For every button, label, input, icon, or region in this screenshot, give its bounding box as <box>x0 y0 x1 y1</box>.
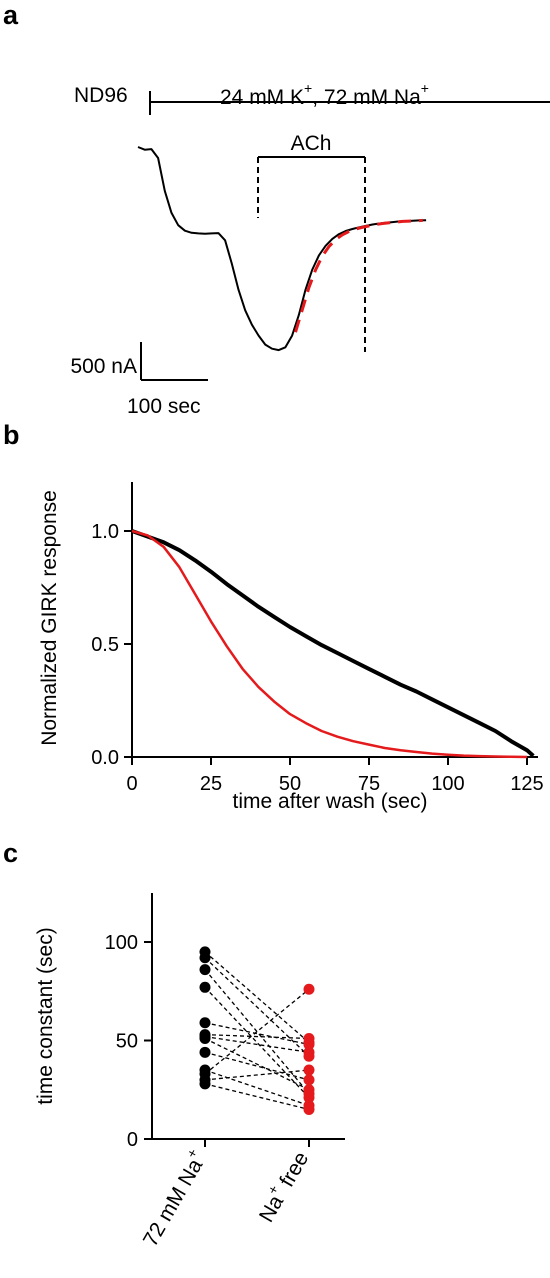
panel-c-letter: c <box>3 838 18 868</box>
b-x-tick-label: 0 <box>126 773 137 795</box>
c-pair-line <box>204 1051 310 1081</box>
c-point-na-free <box>303 1092 315 1104</box>
c-point-na-free <box>303 1074 315 1086</box>
c-point-72mm-na <box>199 964 211 976</box>
c-point-72mm-na <box>199 1046 211 1058</box>
c-y-tick-label: 0 <box>127 1129 138 1151</box>
solution-high-k-label: 24 mM K+, 72 mM Na+ <box>220 80 429 109</box>
c-y-tick-label: 100 <box>105 932 138 954</box>
panel-b-letter: b <box>3 420 20 450</box>
b-x-tick-label: 75 <box>358 773 380 795</box>
c-pair-line <box>204 1069 310 1081</box>
b-x-axis-title: time after wash (sec) <box>233 790 428 813</box>
c-category-label-na-free: Na+ free <box>251 1146 314 1227</box>
c-pair-line <box>204 1083 310 1111</box>
c-y-tick-label: 50 <box>116 1031 138 1053</box>
c-point-72mm-na <box>199 1033 211 1045</box>
exponential-fit-line <box>294 218 423 333</box>
c-pair-line <box>204 986 310 1099</box>
c-point-72mm-na <box>199 1078 211 1090</box>
scale-bar-current-label: 500 nA <box>70 355 137 378</box>
c-point-na-free <box>303 1038 315 1050</box>
b-x-tick-label: 125 <box>510 773 543 795</box>
b-series-72mm-na-line <box>131 529 535 758</box>
panel-b: 0 25 50 75 100 125 0.0 0.5 1.0 time after wash (… <box>38 482 544 813</box>
b-y-tick-label: 1.0 <box>91 521 119 543</box>
c-ticks: 0 50 100 <box>105 932 310 1151</box>
b-series <box>131 529 535 759</box>
b-y-axis-title: Normalized GIRK response <box>38 490 61 746</box>
c-pair-line <box>204 1022 310 1046</box>
c-paired-lines <box>204 951 310 1111</box>
scale-bar: 500 nA 100 sec <box>70 342 208 418</box>
c-point-na-free <box>303 1103 315 1115</box>
c-y-axis-title: time constant (sec) <box>34 927 57 1104</box>
current-trace-line <box>137 146 427 352</box>
c-category-label-72mm-na: 72 mM Na+ <box>135 1146 212 1251</box>
b-y-tick-label: 0.0 <box>91 747 119 769</box>
c-pair-line <box>204 1069 310 1107</box>
scale-bar-time-label: 100 sec <box>127 395 201 418</box>
solution-nd96-label: ND96 <box>74 84 128 107</box>
panel-a-letter: a <box>3 0 19 30</box>
b-x-tick-label: 25 <box>200 773 222 795</box>
c-pair-line <box>204 988 310 1075</box>
ach-application-bracket: ACh <box>257 132 366 352</box>
c-point-na-free <box>303 983 315 995</box>
c-point-72mm-na <box>199 981 211 993</box>
b-y-tick-label: 0.5 <box>91 634 119 656</box>
c-point-na-free <box>303 1050 315 1062</box>
b-series-na-free-line <box>131 529 528 759</box>
b-x-tick-label: 50 <box>279 773 301 795</box>
c-pair-line <box>204 969 310 1095</box>
b-x-tick-label: 100 <box>431 773 464 795</box>
b-ticks: 0 25 50 75 100 125 0.0 0.5 1.0 <box>91 521 544 795</box>
c-point-na-free <box>303 1064 315 1076</box>
c-points <box>199 946 315 1115</box>
panel-a: ND96 24 mM K+, 72 mM Na+ ACh 500 nA 100 … <box>70 80 550 418</box>
c-pair-line <box>204 1037 310 1091</box>
c-point-72mm-na <box>199 952 211 964</box>
c-pair-line <box>204 1035 310 1053</box>
c-pair-line <box>204 1033 310 1040</box>
ach-label: ACh <box>291 132 332 155</box>
c-pair-line <box>204 957 310 1057</box>
c-point-72mm-na <box>199 1017 211 1029</box>
panel-c: 0 50 100 time constant (sec) 72 mM Na+ Na+… <box>34 893 345 1250</box>
c-pair-line <box>204 951 310 1043</box>
current-trace <box>137 146 427 352</box>
